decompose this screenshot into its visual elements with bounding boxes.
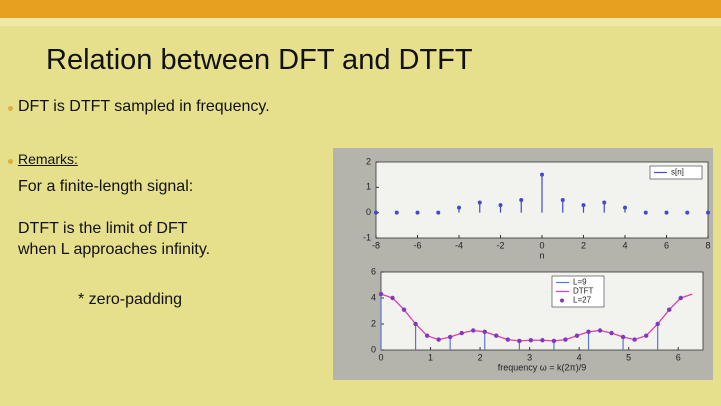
marker xyxy=(667,307,672,312)
x-tick-label: 4 xyxy=(577,352,582,362)
marker xyxy=(390,295,395,301)
x-tick-label: 6 xyxy=(676,352,681,362)
marker xyxy=(401,307,407,312)
x-tick-label: -4 xyxy=(455,240,463,250)
marker xyxy=(447,334,453,340)
marker xyxy=(517,338,522,344)
y-tick-label: -1 xyxy=(363,232,371,242)
legend-swatch xyxy=(560,298,564,303)
stem-head xyxy=(498,203,503,208)
y-tick-label: 0 xyxy=(371,344,376,354)
remarks-label: Remarks: xyxy=(18,151,78,167)
marker xyxy=(620,334,626,340)
legend-label: L=9 xyxy=(573,278,587,287)
stem-head xyxy=(602,200,607,205)
legend-label: s[n] xyxy=(671,168,684,177)
figure: -1 0 1 2 -8 -6 -4 -2 0 2 4 6 8 n s[n] 0 2 4 6 0 1 2 3 4 5 6 freque… xyxy=(363,156,711,372)
y-tick-label: 0 xyxy=(366,207,371,217)
x-tick-label: 8 xyxy=(705,240,710,250)
marker xyxy=(494,333,499,338)
remark-line: For a finite-length signal: xyxy=(18,178,194,195)
x-axis-label: n xyxy=(539,250,544,260)
stem-head xyxy=(623,205,627,210)
marker xyxy=(574,333,580,338)
stem-head xyxy=(394,210,399,215)
marker xyxy=(540,338,545,343)
x-tick-label: -6 xyxy=(413,240,421,250)
stem-head xyxy=(664,210,669,215)
x-tick-label: 2 xyxy=(478,352,483,362)
legend-label: DTFT xyxy=(573,287,594,296)
marker xyxy=(643,333,649,338)
stem-head xyxy=(436,210,441,215)
legend-box xyxy=(649,165,703,180)
marker xyxy=(609,330,614,336)
marker xyxy=(505,337,511,342)
top-band xyxy=(0,18,721,26)
slide-title: Relation between DFT and DTFT xyxy=(46,44,473,76)
x-tick-label: 4 xyxy=(622,240,627,250)
plot-area xyxy=(380,271,704,351)
x-axis-label: frequency ω = k(2π)/9 xyxy=(498,362,587,372)
x-tick-label: 5 xyxy=(626,352,631,362)
stem-head xyxy=(540,172,544,177)
marker xyxy=(597,328,603,333)
stem-head xyxy=(415,210,420,215)
stem-head xyxy=(706,210,710,215)
marker xyxy=(678,295,683,301)
y-tick-label: 6 xyxy=(371,266,376,276)
bullet-dot xyxy=(8,106,13,111)
marker xyxy=(413,321,418,327)
marker xyxy=(655,321,660,327)
x-tick-label: -2 xyxy=(496,240,504,250)
y-tick-label: 1 xyxy=(366,182,371,192)
stem-head xyxy=(560,198,565,202)
y-tick-label: 4 xyxy=(371,292,376,302)
legend-label: L=27 xyxy=(573,296,592,305)
x-tick-label: 1 xyxy=(428,352,433,362)
marker xyxy=(586,329,591,334)
remark-line: DTFT is the limit of DFT xyxy=(18,220,188,237)
remark-note: * zero-padding xyxy=(78,291,183,308)
x-tick-label: 6 xyxy=(664,240,669,250)
marker xyxy=(424,333,430,338)
x-tick-label: -8 xyxy=(372,240,380,250)
top-bar xyxy=(0,0,721,18)
y-tick-label: 2 xyxy=(366,156,371,166)
marker xyxy=(632,337,637,342)
x-tick-label: 3 xyxy=(527,352,532,362)
y-tick-label: 2 xyxy=(371,318,376,328)
stem-head xyxy=(685,210,690,215)
marker xyxy=(378,291,384,297)
marker xyxy=(528,338,534,343)
stem-head xyxy=(519,198,524,202)
x-tick-label: 0 xyxy=(539,240,544,250)
marker xyxy=(436,337,441,342)
figure-panel: -1 0 1 2 -8 -6 -4 -2 0 2 4 6 8 n s[n] 0 2 4 6 0 1 2 3 4 5 6 freque… xyxy=(333,148,713,380)
bullet: DFT is DTFT sampled in frequency. xyxy=(18,98,270,115)
marker xyxy=(482,329,487,334)
marker xyxy=(551,338,557,344)
stem-head xyxy=(581,203,586,208)
remark-line: when L approaches infinity. xyxy=(18,241,211,258)
x-tick-label: 2 xyxy=(581,240,586,250)
stem-head xyxy=(643,210,648,215)
x-tick-label: 0 xyxy=(378,352,383,362)
marker xyxy=(563,337,568,342)
marker xyxy=(459,330,464,336)
stem-head xyxy=(457,205,461,210)
stem-head xyxy=(374,210,378,215)
stem-head xyxy=(477,200,482,205)
dtft-line xyxy=(380,293,693,342)
bullet-dot xyxy=(8,159,13,164)
marker xyxy=(471,328,476,333)
